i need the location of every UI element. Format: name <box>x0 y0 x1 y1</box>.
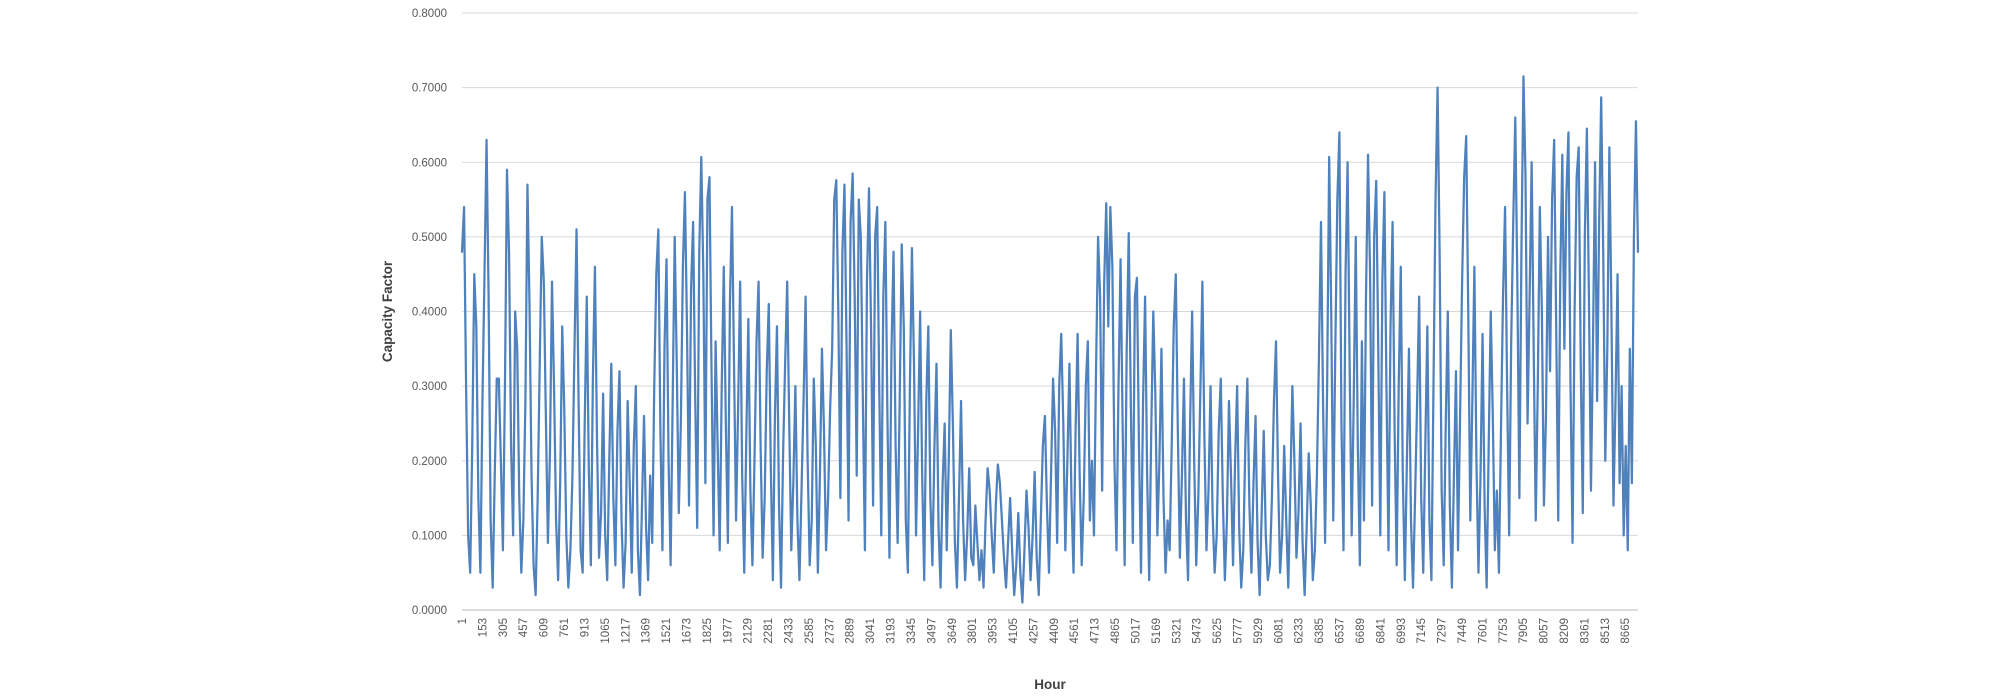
x-tick-label: 6537 <box>1335 618 1347 644</box>
x-tick-label: 6841 <box>1375 618 1387 644</box>
x-tick-label: 7297 <box>1437 618 1449 644</box>
series-line <box>460 75 1640 604</box>
x-tick-label: 5017 <box>1131 618 1143 644</box>
y-tick-label: 0.7000 <box>412 83 447 95</box>
x-tick-label: 7449 <box>1457 618 1469 644</box>
x-tick-label: 2433 <box>784 618 796 644</box>
x-tick-label: 6385 <box>1314 618 1326 644</box>
x-tick-label: 609 <box>539 618 551 637</box>
x-tick-label: 6081 <box>1273 618 1285 644</box>
x-tick-label: 3649 <box>947 618 959 644</box>
x-tick-label: 8361 <box>1579 618 1591 644</box>
x-tick-label: 3041 <box>865 618 877 644</box>
y-tick-label: 0.1000 <box>412 530 447 542</box>
x-tick-label: 305 <box>498 618 510 637</box>
x-tick-label: 1369 <box>641 618 653 644</box>
x-tick-label: 6993 <box>1396 618 1408 644</box>
x-tick-label: 8665 <box>1620 618 1632 644</box>
x-tick-label: 2281 <box>763 618 775 644</box>
x-tick-label: 6689 <box>1355 618 1367 644</box>
x-tick-label: 1 <box>457 618 469 624</box>
x-tick-label: 2737 <box>824 618 836 644</box>
x-tick-label: 1521 <box>661 618 673 644</box>
x-tick-label: 7145 <box>1416 618 1428 644</box>
y-tick-label: 0.6000 <box>412 157 447 169</box>
y-tick-label: 0.2000 <box>412 456 447 468</box>
x-axis-title: Hour <box>1034 677 1066 692</box>
y-tick-label: 0.5000 <box>412 232 447 244</box>
x-tick-label: 8057 <box>1539 618 1551 644</box>
x-tick-label: 5169 <box>1151 618 1163 644</box>
x-tick-label: 153 <box>477 618 489 637</box>
x-tick-label: 2129 <box>743 618 755 644</box>
x-tick-label: 1065 <box>600 618 612 644</box>
x-tick-label: 4561 <box>1069 618 1081 644</box>
y-tick-label: 0.4000 <box>412 307 447 319</box>
x-tick-label: 8209 <box>1559 618 1571 644</box>
y-tick-label: 0.3000 <box>412 381 447 393</box>
y-axis-title: Capacity Factor <box>380 260 395 362</box>
x-tick-label: 4865 <box>1110 618 1122 644</box>
x-tick-label: 4257 <box>1028 618 1040 644</box>
x-tick-label: 5473 <box>1192 618 1204 644</box>
x-tick-label: 3953 <box>988 618 1000 644</box>
x-tick-label: 1977 <box>722 618 734 644</box>
x-tick-label: 7905 <box>1518 618 1530 644</box>
x-tick-label: 457 <box>518 618 530 637</box>
x-tick-label: 3345 <box>906 618 918 644</box>
x-tick-label: 7753 <box>1498 618 1510 644</box>
x-tick-label: 1825 <box>702 618 714 644</box>
x-tick-label: 3193 <box>886 618 898 644</box>
x-tick-label: 5625 <box>1212 618 1224 644</box>
y-tick-label: 0.8000 <box>412 8 447 20</box>
x-tick-label: 4409 <box>1049 618 1061 644</box>
x-tick-label: 761 <box>559 618 571 637</box>
x-tick-label: 7601 <box>1477 618 1489 644</box>
x-axis-tick-labels: 1 153 305 457 609 761 913 1065 1217 1369 1521 1673 1… <box>457 618 1632 644</box>
y-axis-tick-labels: 0.0000 0.1000 0.2000 0.3000 0.4000 0.5000 0.60… <box>412 8 447 617</box>
y-tick-label: 0.0000 <box>412 605 447 617</box>
x-tick-label: 5321 <box>1171 618 1183 644</box>
x-tick-label: 3801 <box>967 618 979 644</box>
x-tick-label: 3497 <box>926 618 938 644</box>
x-tick-label: 2889 <box>845 618 857 644</box>
x-tick-label: 1217 <box>620 618 632 644</box>
x-tick-label: 5777 <box>1233 618 1245 644</box>
x-tick-label: 4105 <box>1008 618 1020 644</box>
x-tick-label: 1673 <box>682 618 694 644</box>
x-tick-label: 8513 <box>1600 618 1612 644</box>
x-tick-label: 6233 <box>1294 618 1306 644</box>
x-tick-label: 2585 <box>804 618 816 644</box>
x-tick-label: 913 <box>579 618 591 637</box>
x-tick-label: 5929 <box>1253 618 1265 644</box>
x-tick-label: 4713 <box>1090 618 1102 644</box>
